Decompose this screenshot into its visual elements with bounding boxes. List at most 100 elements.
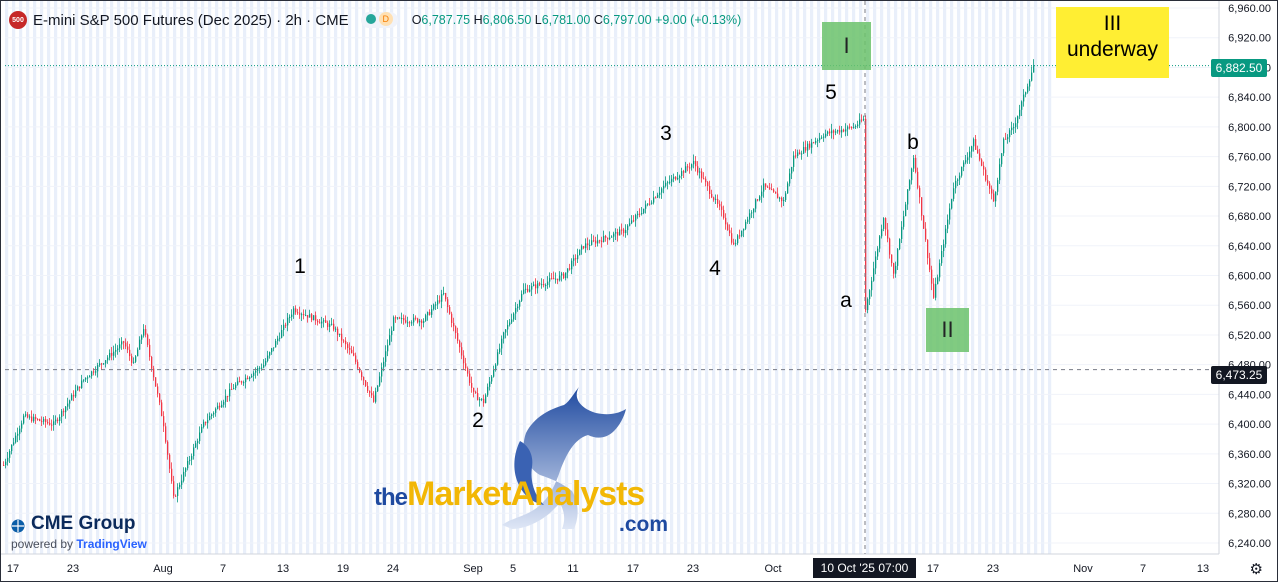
candle bbox=[195, 440, 197, 449]
cme-globe-icon bbox=[11, 517, 25, 533]
candle bbox=[337, 326, 339, 342]
candle bbox=[755, 198, 757, 213]
candle bbox=[739, 229, 741, 239]
candle bbox=[927, 239, 929, 265]
wave-label-3[interactable]: 3 bbox=[660, 122, 672, 145]
candle bbox=[295, 305, 297, 315]
y-tick-label: 6,320.00 bbox=[1228, 479, 1271, 491]
candle bbox=[275, 338, 277, 348]
candle bbox=[305, 309, 307, 317]
candle bbox=[967, 152, 969, 164]
cme-group-logo: CME Group bbox=[11, 513, 136, 535]
candle bbox=[555, 272, 557, 284]
candle bbox=[937, 274, 939, 285]
high-label: H bbox=[473, 13, 483, 27]
candle bbox=[447, 296, 449, 313]
candle bbox=[123, 340, 125, 350]
candle bbox=[951, 198, 953, 210]
candle bbox=[793, 151, 795, 172]
x-axis[interactable]: 17 23 Aug 7 13 19 24 Sep 5 11 17 23 Oct 17 23 Nov 7 13 bbox=[1, 553, 1278, 582]
candle bbox=[879, 234, 881, 253]
candle bbox=[257, 365, 259, 376]
wave-label-I[interactable]: I bbox=[822, 22, 871, 70]
candle bbox=[737, 234, 739, 246]
candle bbox=[439, 295, 441, 304]
wave-label-b[interactable]: b bbox=[907, 131, 919, 154]
candle bbox=[983, 161, 985, 176]
y-axis[interactable]: 6,960.006,920.006,880.006,840.006,800.00… bbox=[1219, 1, 1278, 582]
candle bbox=[911, 167, 913, 185]
candle bbox=[841, 126, 843, 138]
candlesticks[interactable] bbox=[3, 59, 1035, 503]
candle bbox=[185, 467, 187, 477]
candle bbox=[87, 375, 89, 384]
candle bbox=[419, 318, 421, 327]
candle bbox=[899, 238, 901, 251]
candle bbox=[187, 456, 189, 471]
candle bbox=[647, 203, 649, 207]
y-tick-label: 6,520.00 bbox=[1228, 330, 1271, 342]
candle bbox=[83, 379, 85, 383]
candle bbox=[705, 176, 707, 187]
candle bbox=[711, 189, 713, 199]
candle bbox=[965, 154, 967, 165]
candle bbox=[89, 375, 91, 378]
candle bbox=[533, 281, 535, 287]
wordmark-name: MarketAnalysts bbox=[407, 475, 645, 513]
x-tick-label: Aug bbox=[153, 563, 173, 575]
candle bbox=[97, 362, 99, 378]
x-tick-label: 7 bbox=[220, 563, 226, 575]
candle bbox=[343, 339, 345, 344]
candle bbox=[577, 248, 579, 264]
candle bbox=[271, 347, 273, 355]
candle bbox=[103, 362, 105, 365]
wave-label-1[interactable]: 1 bbox=[294, 255, 306, 278]
wave-label-5[interactable]: 5 bbox=[825, 81, 837, 104]
candle bbox=[979, 148, 981, 162]
candle bbox=[523, 283, 525, 295]
candle bbox=[23, 413, 25, 425]
candle bbox=[101, 362, 103, 370]
powered-by[interactable]: powered by TradingView bbox=[11, 537, 147, 551]
x-tick-label: Sep bbox=[463, 563, 483, 575]
chart-title[interactable]: E-mini S&P 500 Futures (Dec 2025) · 2h ·… bbox=[33, 11, 349, 29]
candle bbox=[205, 421, 207, 426]
market-analysts-logo: theMarketAnalysts .com bbox=[374, 379, 674, 539]
candle bbox=[323, 318, 325, 328]
candle bbox=[763, 178, 765, 198]
y-tick-label: 6,640.00 bbox=[1228, 241, 1271, 253]
wave-label-4[interactable]: 4 bbox=[709, 257, 721, 280]
market-status-dots[interactable]: D bbox=[360, 12, 398, 28]
candle bbox=[95, 366, 97, 376]
candle bbox=[881, 224, 883, 239]
candle bbox=[915, 154, 917, 174]
candle bbox=[435, 301, 437, 310]
candle bbox=[245, 374, 247, 389]
symbol-badge[interactable]: 500 bbox=[9, 11, 27, 29]
wave-label-2[interactable]: 2 bbox=[472, 409, 484, 432]
candle bbox=[991, 185, 993, 200]
candle bbox=[745, 219, 747, 231]
wave-label-III[interactable]: III underway bbox=[1056, 7, 1169, 78]
candle bbox=[43, 416, 45, 425]
candle bbox=[27, 412, 29, 419]
wave-label-a[interactable]: a bbox=[840, 289, 852, 312]
candle bbox=[959, 172, 961, 186]
candle bbox=[1019, 104, 1021, 120]
candle bbox=[963, 160, 965, 172]
candle bbox=[209, 412, 211, 421]
wave-label-II[interactable]: II bbox=[926, 308, 969, 352]
candle bbox=[1001, 153, 1003, 167]
candle bbox=[19, 425, 21, 441]
candle bbox=[341, 328, 343, 348]
gear-icon[interactable]: ⚙ bbox=[1249, 561, 1263, 578]
candle bbox=[569, 263, 571, 271]
candle bbox=[679, 174, 681, 184]
candle bbox=[141, 334, 143, 345]
candle bbox=[395, 315, 397, 323]
candle bbox=[379, 372, 381, 387]
candle bbox=[657, 192, 659, 198]
candle bbox=[553, 271, 555, 280]
candle bbox=[489, 376, 491, 391]
